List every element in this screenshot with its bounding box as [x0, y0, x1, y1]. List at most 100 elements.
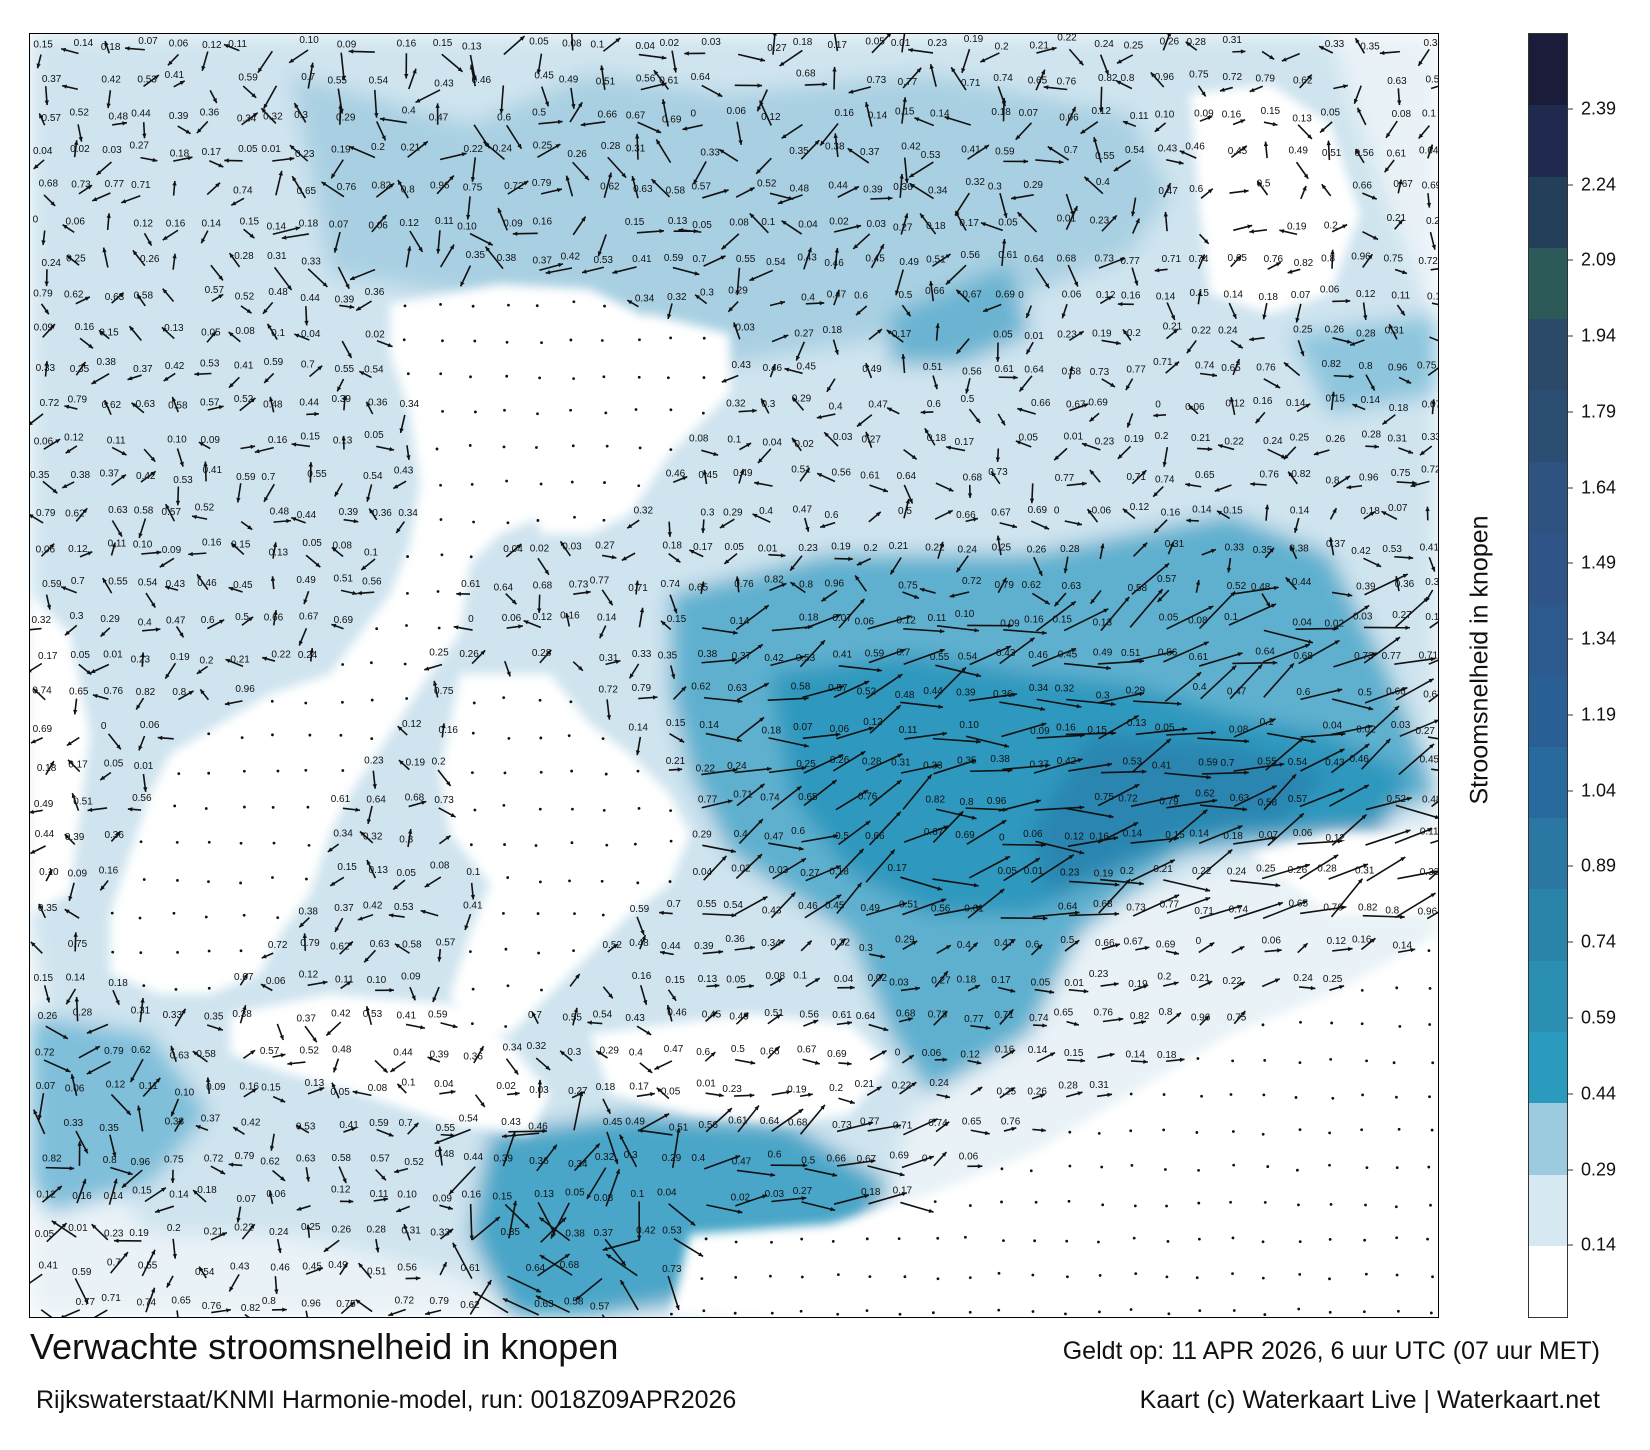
- speed-label: 0.25: [796, 759, 816, 770]
- speed-label: 0.18: [926, 221, 946, 232]
- speed-label: 0.48: [263, 399, 283, 410]
- speed-label: 0.4: [734, 829, 748, 840]
- speed-label: 0.29: [100, 614, 120, 625]
- current-arrow: [1198, 652, 1243, 667]
- speed-label: 0.76: [858, 792, 878, 803]
- current-arrow: [427, 1056, 441, 1063]
- current-arrow: [111, 446, 127, 456]
- speed-label: 0.74: [760, 793, 780, 804]
- current-arrow: [694, 294, 708, 305]
- current-arrow: [506, 624, 523, 629]
- current-arrow: [432, 986, 440, 1003]
- current-arrow: [1313, 449, 1330, 456]
- current-arrow: [396, 1083, 407, 1094]
- current-arrow: [539, 262, 564, 272]
- current-arrow: [224, 158, 243, 163]
- current-arrow: [779, 49, 803, 67]
- speed-label: 0.17: [955, 437, 975, 448]
- grid-point: [1428, 1023, 1432, 1026]
- speed-label: 0.18: [762, 725, 782, 736]
- speed-label: 0.2: [1127, 328, 1141, 339]
- speed-label: 0.77: [860, 1117, 880, 1128]
- speed-label: 0.46: [1028, 650, 1048, 661]
- current-arrow: [1001, 97, 1007, 122]
- current-arrow: [127, 374, 142, 381]
- current-arrow: [1226, 557, 1232, 573]
- speed-label: 0.10: [397, 1190, 417, 1201]
- grid-point: [370, 698, 374, 702]
- speed-label: 0.15: [231, 539, 251, 550]
- speed-label: 0.14: [1125, 1050, 1145, 1061]
- speed-label: 0.12: [1225, 399, 1245, 410]
- current-arrow: [30, 845, 47, 855]
- current-arrow: [1256, 180, 1269, 196]
- grid-point: [570, 769, 574, 773]
- speed-label: 0.06: [65, 217, 85, 228]
- current-arrow: [1002, 842, 1046, 848]
- grid-point: [1429, 1203, 1432, 1207]
- speed-label: 0.36: [365, 287, 385, 298]
- speed-label: 0.46: [270, 1262, 290, 1273]
- current-arrow: [1129, 588, 1164, 628]
- speed-label: 0.28: [532, 648, 552, 659]
- current-arrow: [375, 1238, 380, 1253]
- current-arrow: [1283, 361, 1301, 377]
- speed-label: 0.73: [832, 1120, 852, 1131]
- speed-label: 0.39: [694, 941, 714, 952]
- current-arrow: [306, 411, 319, 417]
- speed-label: 0.75: [336, 1299, 356, 1310]
- speed-label: 0.08: [729, 217, 749, 228]
- current-arrow: [1063, 608, 1109, 632]
- speed-label: 0.96: [1191, 1012, 1211, 1023]
- speed-label: 0.02: [70, 144, 90, 155]
- current-arrow: [702, 913, 737, 918]
- current-arrow: [1150, 71, 1165, 88]
- speed-label: 0.51: [669, 1123, 689, 1134]
- speed-label: 0.41: [833, 649, 853, 660]
- grid-point: [1231, 1236, 1235, 1240]
- grid-point: [472, 701, 476, 705]
- speed-label: 0.67: [299, 612, 319, 623]
- current-arrow: [1003, 159, 1029, 164]
- speed-label: 0.42: [636, 1225, 656, 1236]
- speed-label: 0.68: [1293, 651, 1313, 662]
- current-arrow: [512, 231, 538, 236]
- current-speed-map[interactable]: 0.15 0.14 0.180.07 0.06 0.12 0.11 0.10 0.09 0.16…: [30, 34, 1438, 1317]
- current-arrow: [272, 156, 295, 162]
- current-arrow: [769, 939, 786, 951]
- speed-label: 0.3: [761, 399, 775, 410]
- current-arrow: [637, 1201, 642, 1241]
- current-arrow: [87, 807, 108, 813]
- current-arrow: [99, 771, 112, 781]
- speed-label: 0.12: [1327, 936, 1347, 947]
- current-arrow: [1217, 444, 1235, 451]
- model-run-info: Rijkswaterstaat/KNMI Harmonie-model, run…: [36, 1386, 737, 1414]
- current-arrow: [1397, 179, 1403, 194]
- current-arrow: [1266, 732, 1316, 744]
- grid-point: [1197, 1168, 1200, 1172]
- current-arrow: [1333, 652, 1378, 668]
- speed-label: 0.18: [1223, 831, 1243, 842]
- speed-label: 0.08: [368, 1083, 388, 1094]
- speed-label: 0.8: [401, 185, 415, 196]
- speed-label: 0.25: [1256, 864, 1276, 875]
- speed-label: 0.32: [965, 177, 985, 188]
- grid-point: [602, 518, 606, 522]
- current-arrow: [1298, 639, 1340, 665]
- speed-label: 0.77: [1160, 900, 1180, 911]
- speed-label: 0.58: [1425, 75, 1438, 86]
- speed-label: 0.19: [406, 757, 426, 768]
- speed-label: 0.21: [401, 142, 421, 153]
- speed-label: 0.37: [42, 74, 62, 85]
- current-arrow: [1065, 1091, 1083, 1098]
- grid-point: [270, 699, 274, 703]
- speed-label: 0.37: [1030, 759, 1050, 770]
- current-arrow: [196, 573, 209, 591]
- current-arrow: [1117, 301, 1134, 307]
- current-arrow: [223, 43, 240, 52]
- current-arrow: [1318, 45, 1334, 54]
- speed-label: 0.16: [72, 1191, 92, 1202]
- map-panel[interactable]: 0.15 0.14 0.18 0.07 0.06 0.12 0.11 0.10 0.09 0.16…: [29, 33, 1439, 1318]
- current-arrow: [721, 233, 740, 250]
- current-arrow: [559, 540, 571, 557]
